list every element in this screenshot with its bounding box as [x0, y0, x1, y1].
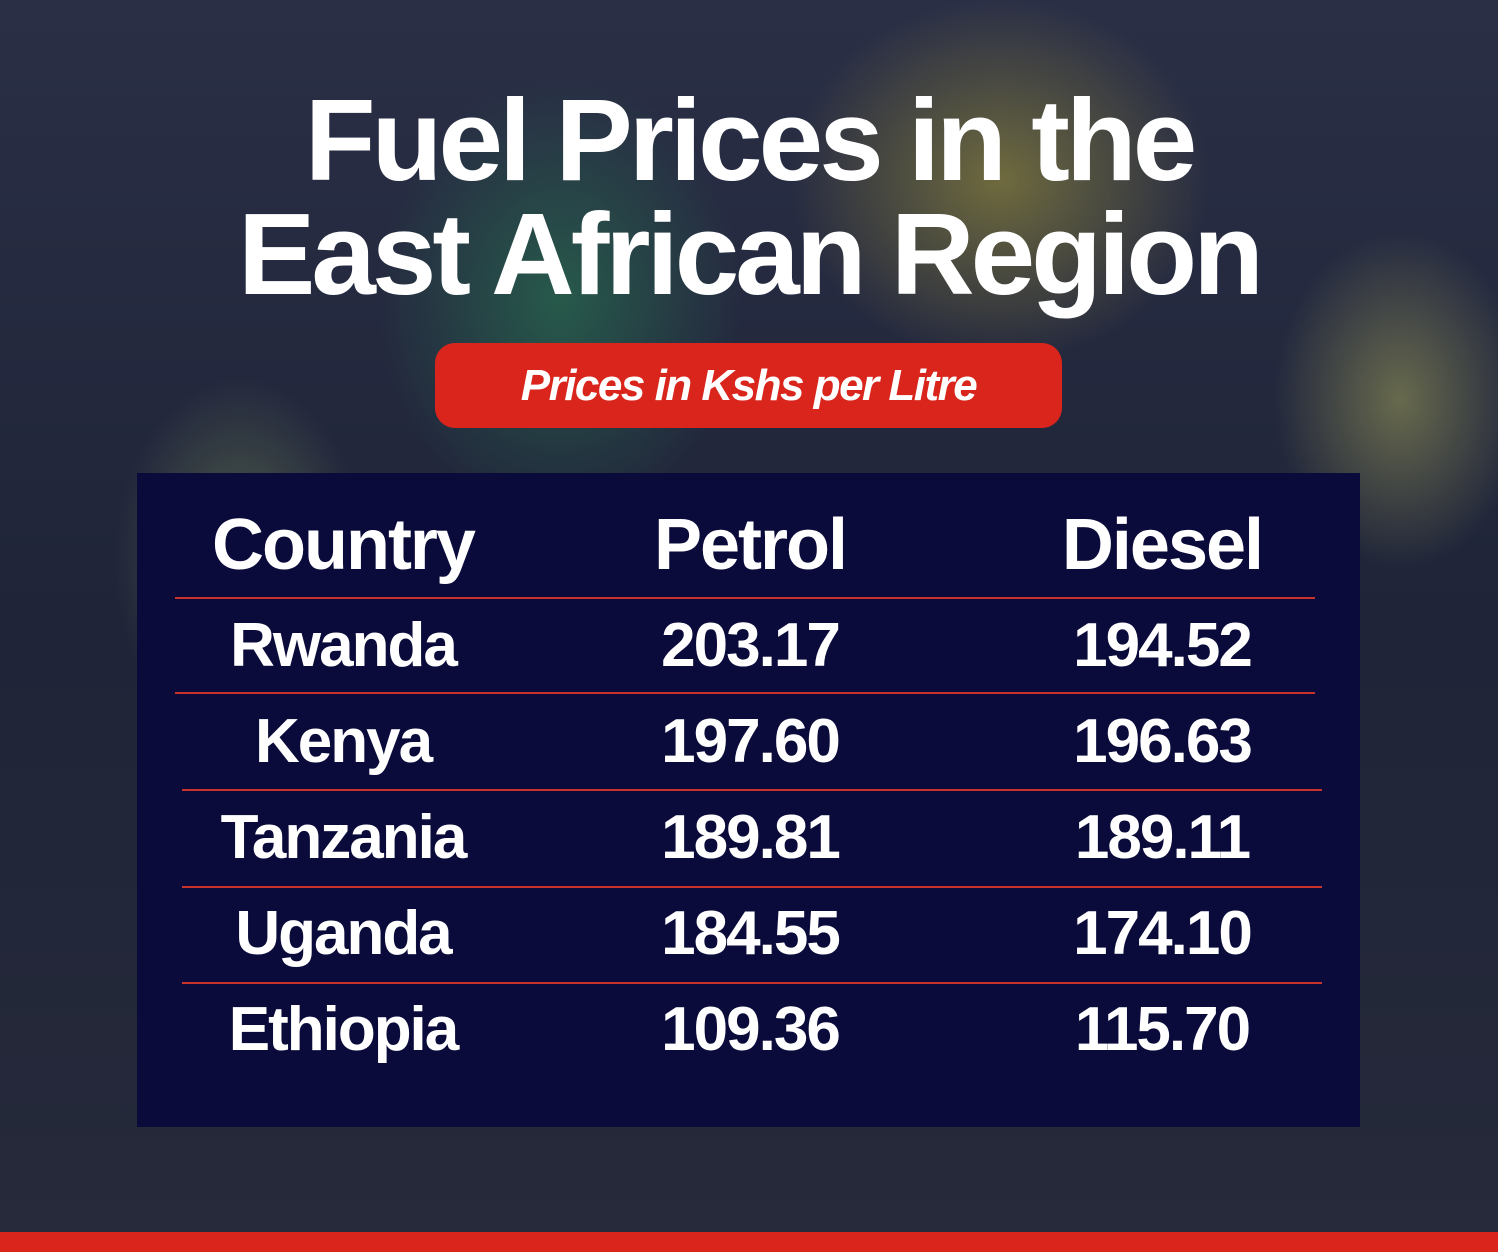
- price-cell: 109.36: [661, 995, 841, 1064]
- column-header: Diesel: [1061, 505, 1264, 585]
- row-divider: [182, 982, 1322, 984]
- country-cell: Ethiopia: [228, 995, 460, 1064]
- price-cell: 194.52: [1073, 611, 1253, 680]
- price-cell: 203.17: [661, 611, 841, 680]
- price-cell: 197.60: [661, 707, 841, 776]
- country-cell: Tanzania: [220, 803, 468, 872]
- price-cell: 184.55: [661, 899, 841, 968]
- column-header: Country: [212, 505, 476, 585]
- row-divider: [182, 789, 1322, 791]
- bottom-bar: [0, 1232, 1498, 1252]
- row-divider: [175, 692, 1315, 694]
- table: Country Petrol Diesel Rwanda 203.17 194.52 Ken…: [137, 473, 1360, 1127]
- country-cell: Uganda: [235, 899, 452, 968]
- row-divider: [182, 886, 1322, 888]
- price-cell: 174.10: [1073, 899, 1253, 968]
- country-cell: Kenya: [254, 707, 433, 776]
- row-divider: [175, 597, 1315, 599]
- title-line: East African Region: [238, 189, 1264, 319]
- price-cell: 189.11: [1074, 803, 1251, 872]
- column-header: Petrol: [653, 505, 848, 585]
- title-line: Fuel Prices in the: [304, 75, 1198, 205]
- subtitle: Prices in Kshs per Litre: [435, 343, 1062, 428]
- price-cell: 196.63: [1073, 707, 1253, 776]
- price-cell: 189.81: [661, 803, 841, 872]
- price-cell: 115.70: [1074, 995, 1251, 1064]
- country-cell: Rwanda: [230, 611, 458, 680]
